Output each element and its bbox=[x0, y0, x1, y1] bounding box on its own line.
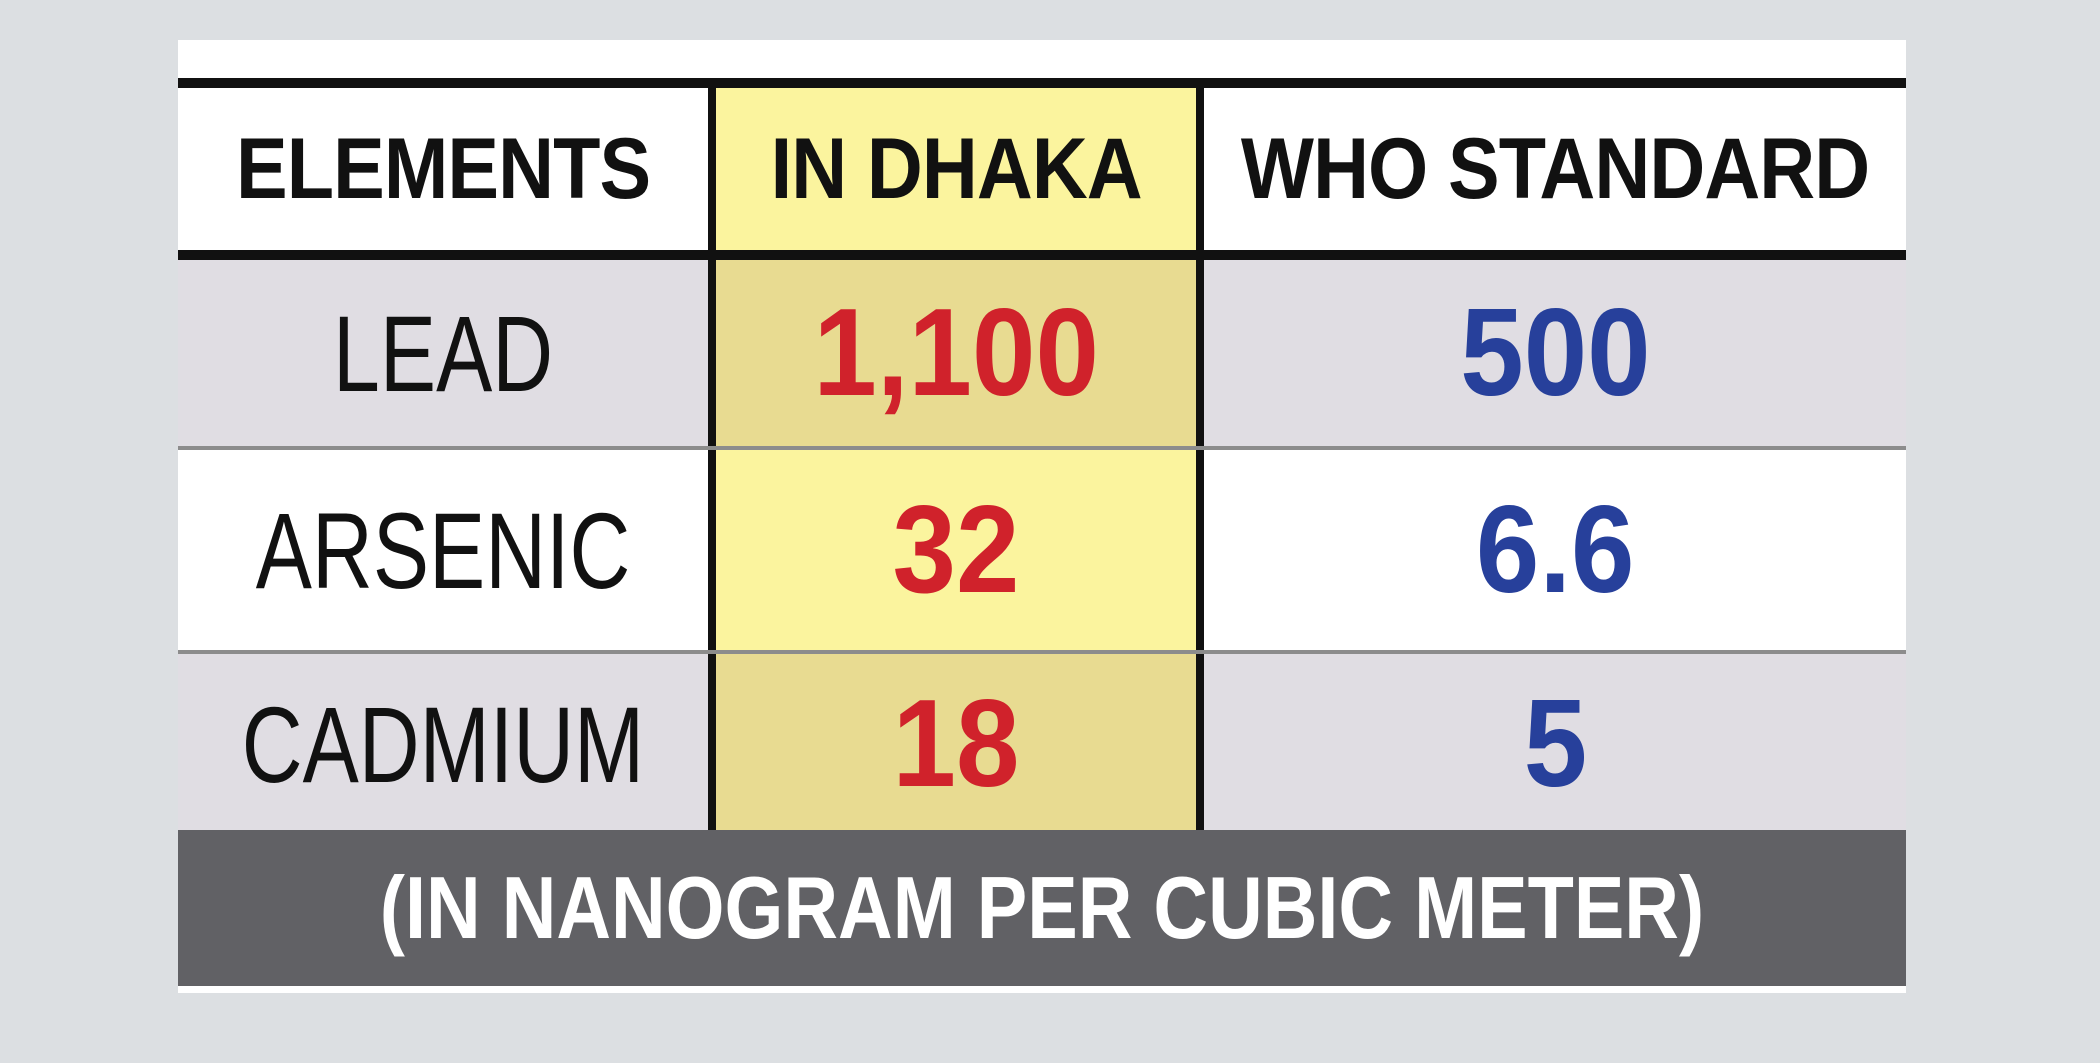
row-cadmium-dhaka-cell: 18 bbox=[716, 654, 1204, 834]
row-lead-element-cell: LEAD bbox=[178, 260, 716, 446]
row-arsenic-element-cell: ARSENIC bbox=[178, 450, 716, 650]
unit-note: (IN NANOGRAM PER CUBIC METER) bbox=[379, 858, 1705, 957]
header-in-dhaka: IN DHAKA bbox=[770, 120, 1142, 217]
header-divider bbox=[178, 250, 1906, 260]
row-cadmium-dhaka-value: 18 bbox=[892, 675, 1020, 813]
row-arsenic-who-value: 6.6 bbox=[1475, 481, 1635, 619]
table-top-rule bbox=[178, 78, 1906, 88]
row-cadmium-who-value: 5 bbox=[1523, 675, 1587, 813]
header-who-standard: WHO STANDARD bbox=[1240, 120, 1870, 217]
row-divider bbox=[178, 446, 1906, 450]
header-elements-cell: ELEMENTS bbox=[178, 88, 716, 250]
row-arsenic-dhaka-cell: 32 bbox=[716, 450, 1204, 650]
row-lead-who-cell: 500 bbox=[1204, 260, 1906, 446]
row-arsenic-dhaka-value: 32 bbox=[892, 481, 1020, 619]
pollution-table: ELEMENTS IN DHAKA WHO STANDARD LEAD 1,10… bbox=[178, 78, 1906, 834]
unit-footer: (IN NANOGRAM PER CUBIC METER) bbox=[178, 830, 1906, 986]
row-arsenic-element: ARSENIC bbox=[255, 489, 631, 611]
row-cadmium-element: CADMIUM bbox=[241, 683, 645, 805]
header-in-dhaka-cell: IN DHAKA bbox=[716, 88, 1204, 250]
row-lead-who-value: 500 bbox=[1459, 284, 1651, 422]
row-lead-element: LEAD bbox=[332, 292, 554, 414]
row-lead-dhaka-cell: 1,100 bbox=[716, 260, 1204, 446]
row-divider bbox=[178, 650, 1906, 654]
row-lead-dhaka-value: 1,100 bbox=[813, 284, 1099, 422]
row-cadmium-element-cell: CADMIUM bbox=[178, 654, 716, 834]
row-arsenic-who-cell: 6.6 bbox=[1204, 450, 1906, 650]
row-cadmium-who-cell: 5 bbox=[1204, 654, 1906, 834]
header-elements: ELEMENTS bbox=[235, 120, 651, 217]
header-who-standard-cell: WHO STANDARD bbox=[1204, 88, 1906, 250]
